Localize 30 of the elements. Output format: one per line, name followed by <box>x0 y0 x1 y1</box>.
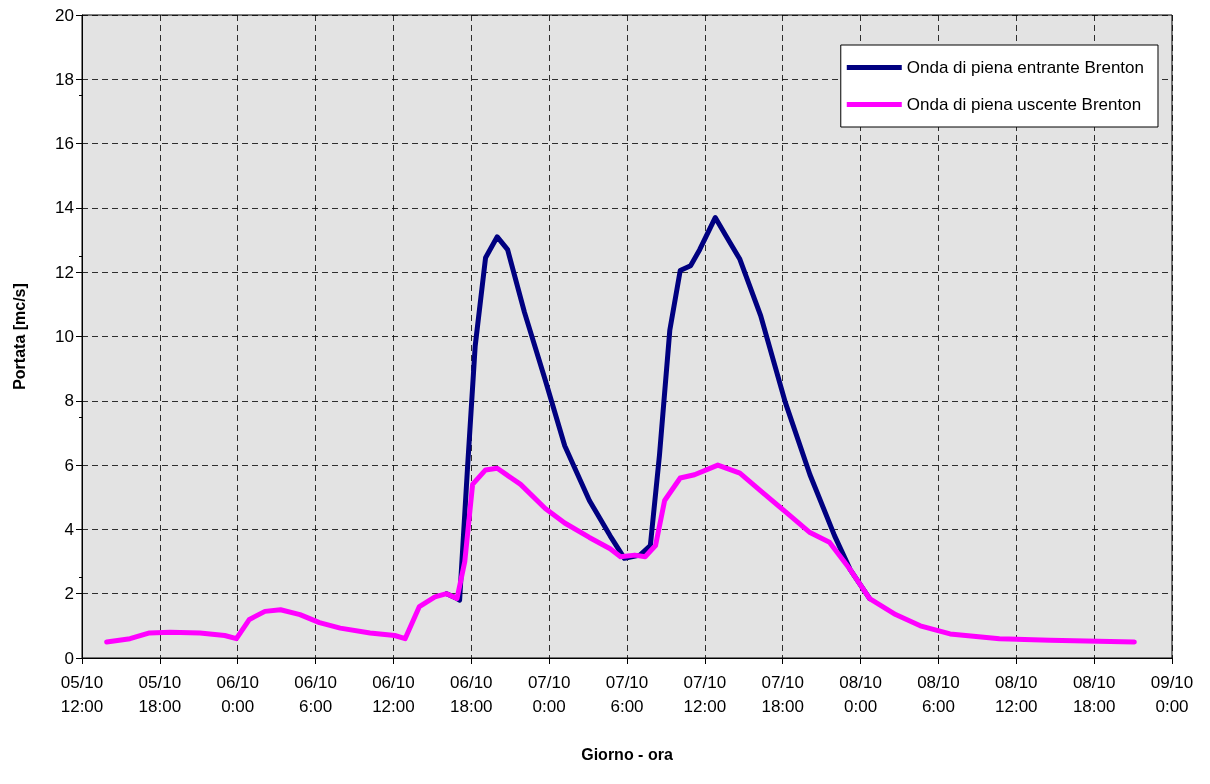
y-tick-label: 14 <box>55 198 74 218</box>
x-tick-label: 07/10 18:00 <box>761 672 804 716</box>
x-tick-label: 05/10 12:00 <box>60 672 104 716</box>
x-tick-label: 09/10 0:00 <box>1150 672 1194 716</box>
y-tick-label: 2 <box>64 584 74 604</box>
legend-label: Onda di piena entrante Brenton <box>906 58 1145 77</box>
x-tick-label: 07/10 12:00 <box>683 672 727 716</box>
x-tick-label: 06/10 0:00 <box>216 672 259 716</box>
y-tick-label: 20 <box>55 5 74 25</box>
x-tick-label: 08/10 0:00 <box>839 672 882 716</box>
y-tick-label: 4 <box>64 519 74 539</box>
x-tick-label: 07/10 0:00 <box>527 672 571 716</box>
x-tick-label: 08/10 12:00 <box>995 672 1038 716</box>
y-tick-label: 6 <box>64 455 74 475</box>
x-tick-label: 08/10 18:00 <box>1072 672 1116 716</box>
x-tick-label: 06/10 6:00 <box>294 672 337 716</box>
y-tick-label: 12 <box>55 262 74 282</box>
y-tick-label: 8 <box>64 391 74 411</box>
x-axis-title: Giorno - ora <box>581 745 673 763</box>
y-tick-label: 10 <box>55 327 74 346</box>
x-tick-label: 05/10 18:00 <box>138 672 182 716</box>
legend-label: Onda di piena uscente Brenton <box>906 95 1142 114</box>
y-tick-label: 0 <box>64 648 74 668</box>
y-axis-title: Portata [mc/s] <box>10 283 28 390</box>
x-tick-label: 08/10 6:00 <box>917 672 960 716</box>
x-tick-label: 06/10 12:00 <box>372 672 415 716</box>
x-tick-label: 06/10 18:00 <box>450 672 493 716</box>
y-tick-label: 16 <box>55 134 74 154</box>
x-tick-label: 07/10 6:00 <box>605 672 649 716</box>
y-tick-label: 18 <box>55 69 74 89</box>
